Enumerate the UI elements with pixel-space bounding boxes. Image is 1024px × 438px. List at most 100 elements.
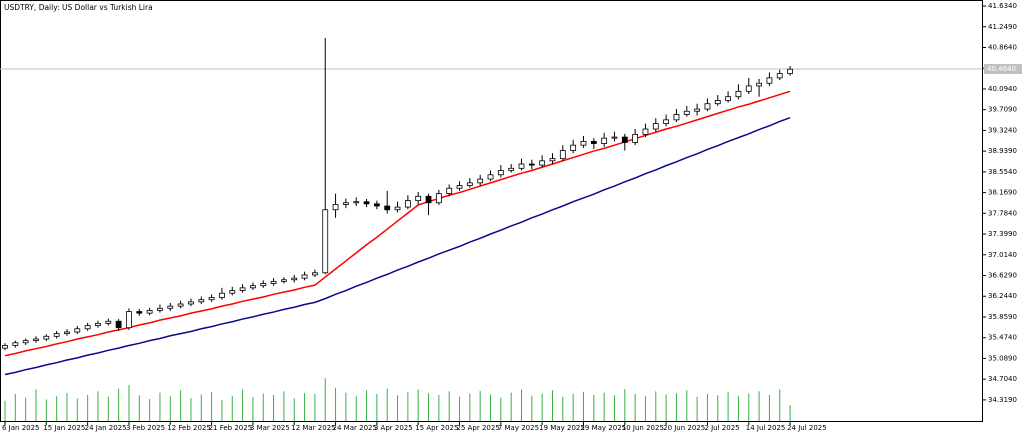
candle-body	[373, 203, 380, 207]
candle-body	[570, 144, 577, 151]
candle-body	[663, 119, 670, 125]
candle-body	[239, 287, 246, 291]
candle-body	[342, 202, 349, 205]
candle-body	[188, 301, 194, 305]
candle-body	[115, 320, 122, 329]
y-tick-label: 41.6340	[988, 2, 1017, 10]
x-tick-label: 20 Jun 2025	[663, 424, 705, 432]
y-tick-label: 35.4740	[988, 334, 1017, 342]
candle-body	[301, 274, 308, 279]
x-tick-label: 7 May 2025	[498, 424, 539, 432]
candle-body	[766, 77, 773, 84]
candle-body	[363, 201, 370, 205]
candle-body	[43, 335, 50, 340]
candle-body	[528, 163, 535, 166]
y-tick-label: 40.8640	[988, 43, 1017, 51]
chart-title: USDTRY, Daily: US Dollar vs Turkish Lira	[4, 3, 153, 12]
current-price-box	[984, 64, 1022, 75]
candle-body	[270, 280, 277, 284]
x-tick-label: 3 Feb 2025	[126, 424, 165, 432]
candle-body	[229, 290, 236, 294]
candle-body	[756, 82, 762, 87]
candle-body	[683, 110, 690, 115]
candle-body	[714, 100, 721, 105]
x-tick-label: 19 May 2025	[539, 424, 585, 432]
candle-body	[22, 340, 29, 344]
x-tick-label: 24 Jul 2025	[787, 424, 827, 432]
candle-body	[704, 103, 711, 110]
candle-body	[291, 277, 298, 281]
candle-body	[694, 108, 701, 112]
candle-body	[167, 305, 174, 309]
candle-body	[745, 85, 752, 92]
candle-body	[497, 170, 504, 176]
moving-average	[4, 90, 791, 357]
candle-body	[12, 342, 19, 346]
candle-body	[446, 187, 453, 195]
candle-body	[477, 178, 484, 184]
candle-body	[404, 200, 411, 208]
y-tick-label: 36.6290	[988, 272, 1017, 280]
candle-body	[673, 114, 680, 121]
y-tick-label: 37.0140	[988, 251, 1017, 259]
candle-body	[198, 299, 205, 303]
candle-body	[590, 140, 597, 144]
current-price-label: 40.4640	[987, 65, 1016, 73]
candle-body	[539, 160, 546, 166]
candle-body	[466, 182, 473, 186]
x-tick-label: 24 Mar 2025	[333, 424, 377, 432]
candle-body	[84, 325, 91, 330]
candle-body	[64, 331, 70, 335]
y-tick-label: 34.3190	[988, 396, 1017, 404]
candle-body	[322, 209, 329, 274]
x-tick-label: 6 Jan 2025	[2, 424, 40, 432]
x-tick-label: 3 Apr 2025	[374, 424, 413, 432]
x-tick-label: 12 Mar 2025	[291, 424, 335, 432]
x-tick-label: 15 Apr 2025	[415, 424, 458, 432]
y-tick-label: 41.2490	[988, 23, 1017, 31]
candle-body	[632, 133, 639, 143]
x-tick-label: 15 Jan 2025	[43, 424, 85, 432]
candle-body	[611, 136, 618, 139]
moving-average	[4, 116, 791, 376]
candle-body	[136, 311, 143, 314]
candle-body	[787, 68, 793, 74]
candle-body	[559, 150, 566, 160]
y-tick-label: 38.5540	[988, 168, 1017, 176]
y-tick-label: 39.3240	[988, 126, 1017, 134]
candle-body	[2, 345, 8, 349]
candle-body	[53, 333, 60, 337]
candle-body	[74, 328, 81, 333]
candle-body	[518, 163, 525, 169]
candle-body	[281, 279, 287, 282]
plot-frame	[0, 0, 983, 422]
candle-body	[146, 310, 153, 314]
candle-body	[776, 73, 783, 79]
candle-body	[508, 167, 515, 171]
candle-body	[126, 311, 132, 329]
candle-body	[549, 158, 556, 162]
candle-body	[580, 140, 587, 146]
candle-body	[95, 322, 101, 326]
candle-body	[725, 96, 731, 101]
x-tick-label: 29 May 2025	[580, 424, 626, 432]
x-tick-label: 3 Mar 2025	[250, 424, 290, 432]
candle-body	[260, 283, 267, 287]
x-tick-label: 24 Jan 2025	[85, 424, 127, 432]
y-tick-label: 39.7090	[988, 106, 1017, 114]
candle-body	[735, 90, 742, 98]
candle-body	[332, 203, 339, 211]
candle-body	[157, 307, 163, 311]
y-tick-label: 35.0890	[988, 354, 1017, 362]
candle-body	[177, 303, 184, 307]
y-tick-label: 38.1690	[988, 189, 1017, 197]
candle-body	[311, 272, 318, 276]
candle-body	[219, 292, 225, 298]
y-tick-label: 36.2440	[988, 292, 1017, 300]
y-tick-label: 35.8590	[988, 313, 1017, 321]
y-tick-label: 34.7040	[988, 375, 1017, 383]
candle-body	[394, 206, 401, 211]
candle-body	[456, 185, 463, 189]
candle-body	[105, 320, 112, 324]
